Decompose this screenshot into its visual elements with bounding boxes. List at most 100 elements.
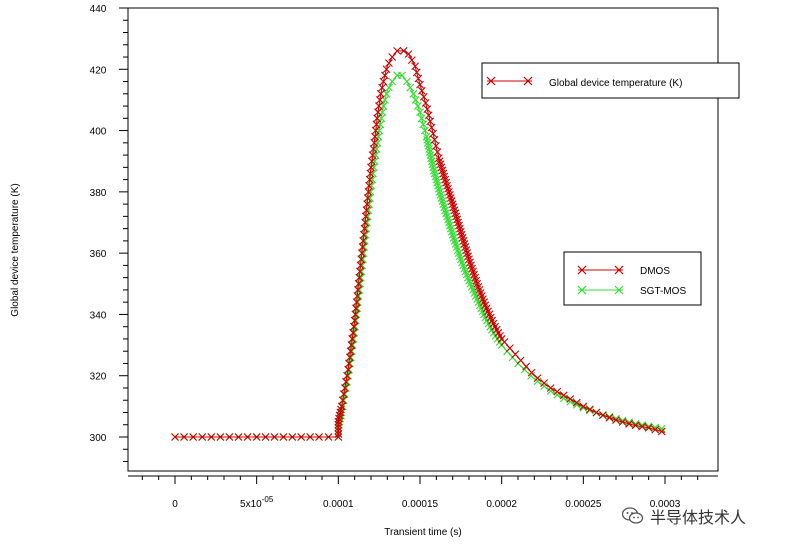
series-marker [338, 396, 347, 405]
x-tick-label: 0.0001 [323, 499, 354, 510]
series-marker [540, 379, 549, 387]
series-marker [374, 108, 382, 117]
series-marker [334, 420, 343, 429]
series-marker [279, 433, 288, 441]
series-marker [379, 77, 388, 86]
y-tick-label: 420 [90, 65, 107, 76]
series-marker [393, 47, 402, 55]
series-marker [347, 353, 355, 362]
series-marker [180, 433, 188, 441]
series-marker [592, 408, 601, 417]
series-marker [412, 68, 421, 77]
series-marker [373, 138, 382, 147]
series-marker [599, 411, 607, 420]
series-marker [366, 169, 375, 178]
series-marker [612, 416, 620, 425]
y-axis-ticks: 300 320 340 360 380 400 420 440 [90, 4, 128, 463]
series-marker [427, 157, 436, 166]
series-marker [430, 169, 439, 178]
series-marker [533, 377, 542, 386]
series-marker [355, 273, 364, 282]
series-marker [657, 427, 666, 436]
series-marker [356, 261, 365, 270]
series-marker [411, 62, 419, 71]
series-marker [345, 365, 353, 374]
series-marker [546, 387, 555, 395]
series-marker [398, 71, 406, 80]
series-marker [364, 187, 373, 196]
x-tick-label: 0 [172, 499, 178, 510]
x-tick-label: 5x10-05 [240, 495, 274, 510]
watermark-text: 半导体技术人 [650, 508, 747, 527]
series-marker [335, 411, 344, 420]
y-tick-label: 400 [90, 127, 107, 138]
series-marker [198, 433, 207, 441]
series-marker [216, 433, 225, 441]
series-marker [422, 132, 431, 141]
series-marker [270, 433, 279, 441]
series-marker [324, 433, 333, 441]
x-tick-label: 0.00025 [565, 499, 602, 510]
series-marker [417, 86, 426, 95]
series-marker [429, 129, 437, 138]
series-marker [559, 391, 568, 400]
series-marker [429, 163, 437, 172]
y-axis-title: Global device temperature (K) [10, 183, 21, 316]
series-marker [352, 304, 360, 313]
series-marker [404, 50, 413, 58]
series-marker [425, 145, 434, 153]
series-marker [423, 138, 432, 147]
series-marker [631, 421, 640, 430]
series-marker [354, 279, 363, 288]
series-marker [572, 398, 581, 407]
series-marker [334, 430, 343, 438]
series-marker [339, 390, 348, 398]
legend-temperature: Global device temperature (K) [481, 62, 740, 99]
y-tick-label: 300 [90, 433, 107, 444]
series-marker [423, 135, 432, 144]
series-marker [429, 166, 438, 175]
series-marker [417, 114, 426, 123]
series-marker [553, 390, 562, 399]
x-axis-title: Transient time (s) [384, 527, 461, 538]
series-marker [337, 405, 345, 414]
series-marker [288, 433, 297, 441]
series-marker [638, 422, 647, 431]
series-marker [416, 80, 424, 89]
series-marker [315, 433, 323, 441]
series-marker [546, 384, 555, 392]
series-marker [403, 77, 411, 86]
series-layer [171, 47, 666, 441]
series-marker [385, 83, 393, 92]
series-marker [566, 395, 575, 403]
series-marker [339, 396, 348, 405]
series-marker [350, 316, 359, 325]
series-marker [375, 96, 384, 104]
series-marker [540, 382, 549, 391]
series-marker [431, 172, 440, 181]
series-marker [357, 249, 366, 258]
series-marker [432, 175, 441, 184]
series-marker [385, 59, 393, 68]
series-marker [358, 243, 367, 251]
x-tick-label: 0.0002 [486, 499, 517, 510]
series-marker [334, 423, 343, 432]
y-tick-label: 340 [90, 310, 107, 321]
legend-dmos-label: DMOS [640, 266, 670, 277]
series-marker [427, 154, 435, 163]
series-marker [363, 200, 371, 209]
series-marker [434, 184, 443, 193]
series-marker [234, 433, 243, 441]
legend-temperature-marker [486, 76, 533, 86]
series-marker [426, 117, 435, 126]
series-marker [553, 387, 562, 396]
series-marker [351, 310, 360, 319]
series-marker [424, 111, 433, 120]
series-marker [585, 405, 594, 414]
series-marker [423, 105, 432, 114]
series-marker [207, 433, 216, 441]
series-marker [361, 218, 370, 227]
series-marker [414, 74, 423, 83]
series-marker [411, 96, 420, 104]
